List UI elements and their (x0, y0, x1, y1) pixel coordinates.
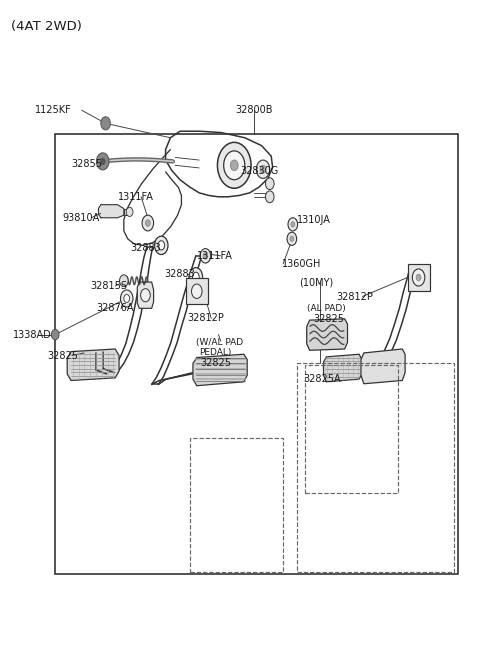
Circle shape (217, 142, 251, 188)
Text: 32800B: 32800B (235, 105, 273, 115)
Polygon shape (307, 319, 348, 350)
Text: (W/AL PAD: (W/AL PAD (196, 338, 243, 347)
Circle shape (200, 249, 211, 263)
Circle shape (412, 269, 425, 286)
Polygon shape (324, 354, 362, 382)
Circle shape (189, 268, 203, 286)
Polygon shape (137, 282, 154, 308)
Text: 32825A: 32825A (303, 374, 341, 384)
Text: 32825: 32825 (47, 350, 78, 361)
Bar (305, 365, 398, 493)
Circle shape (291, 222, 295, 227)
Circle shape (192, 272, 199, 281)
Circle shape (124, 295, 130, 302)
Circle shape (145, 220, 150, 226)
Circle shape (126, 207, 133, 216)
Circle shape (256, 160, 270, 178)
Circle shape (416, 274, 421, 281)
Text: 32876A: 32876A (96, 303, 133, 314)
Circle shape (142, 215, 154, 231)
Circle shape (203, 253, 208, 259)
Circle shape (120, 275, 128, 287)
Circle shape (120, 290, 133, 307)
Circle shape (230, 160, 238, 171)
Circle shape (96, 153, 109, 170)
Text: (AL PAD): (AL PAD) (307, 304, 346, 313)
Circle shape (224, 151, 245, 180)
Polygon shape (361, 349, 405, 384)
Text: 1310JA: 1310JA (297, 215, 331, 225)
Text: 32883: 32883 (131, 243, 161, 253)
Bar (124, 209, 131, 215)
Text: 1311FA: 1311FA (197, 251, 233, 261)
Text: 32825: 32825 (313, 314, 344, 324)
Text: 1360GH: 1360GH (282, 258, 322, 269)
Polygon shape (98, 205, 124, 218)
Text: (10MY): (10MY) (300, 277, 334, 287)
Text: 1125KF: 1125KF (35, 105, 72, 115)
Text: 32830G: 32830G (240, 165, 278, 176)
Circle shape (287, 232, 297, 245)
Text: PEDAL): PEDAL) (199, 348, 231, 358)
Bar (408, 264, 430, 291)
Text: 1338AD: 1338AD (13, 329, 52, 340)
Polygon shape (67, 349, 119, 380)
Circle shape (158, 241, 165, 250)
Circle shape (51, 329, 59, 340)
Text: (4AT 2WD): (4AT 2WD) (11, 20, 82, 33)
Circle shape (290, 236, 294, 241)
Circle shape (101, 117, 110, 130)
Circle shape (141, 289, 150, 302)
Text: 93810A: 93810A (62, 213, 100, 223)
Circle shape (265, 191, 274, 203)
Circle shape (265, 178, 274, 190)
Text: 32855: 32855 (71, 159, 102, 169)
Circle shape (100, 158, 105, 165)
Bar (186, 278, 208, 304)
Bar (190, 438, 283, 572)
Text: 32812P: 32812P (336, 291, 373, 302)
Text: 32825: 32825 (201, 358, 232, 369)
Bar (55, 134, 458, 574)
Text: 32815S: 32815S (90, 281, 127, 291)
Circle shape (155, 236, 168, 255)
Text: 32812P: 32812P (187, 313, 224, 323)
Bar (297, 363, 454, 572)
Circle shape (260, 165, 266, 173)
Text: 1311FA: 1311FA (118, 192, 154, 202)
Circle shape (288, 218, 298, 231)
Circle shape (192, 284, 202, 298)
Polygon shape (193, 354, 247, 386)
Text: 32883: 32883 (164, 269, 195, 279)
